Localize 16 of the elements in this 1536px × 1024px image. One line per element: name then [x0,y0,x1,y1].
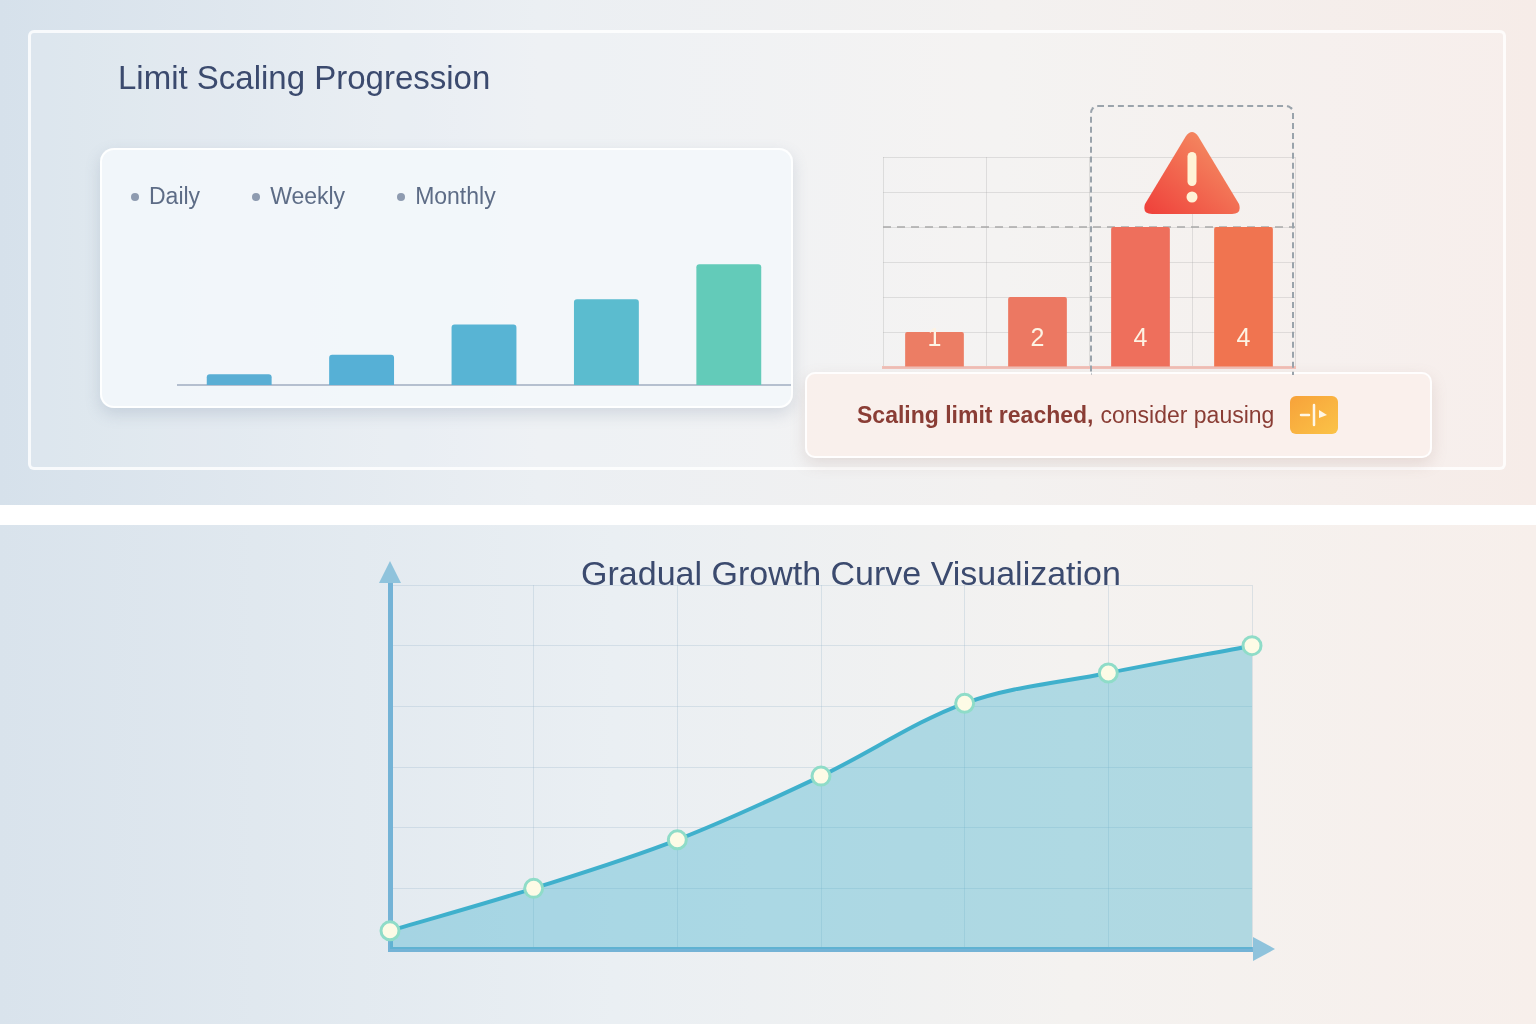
text: consider pausing [1100,401,1275,428]
text: Weekly [270,183,346,210]
bar [451,324,517,385]
text: Scaling limit reached, [857,401,1094,428]
bar [696,264,762,385]
data-label: 4 [1236,323,1251,352]
bar [206,374,272,385]
data-label: 2 [1030,323,1045,352]
bar [573,299,639,385]
bar [329,354,395,385]
chart-title: Limit Scaling Progression [118,58,491,98]
text: Monthly [415,183,496,210]
data-label: 4 [1133,323,1148,352]
chart-title: Gradual Growth Curve Visualization [581,553,1121,594]
text: Daily [149,183,201,210]
data-label: 1 [927,323,942,352]
